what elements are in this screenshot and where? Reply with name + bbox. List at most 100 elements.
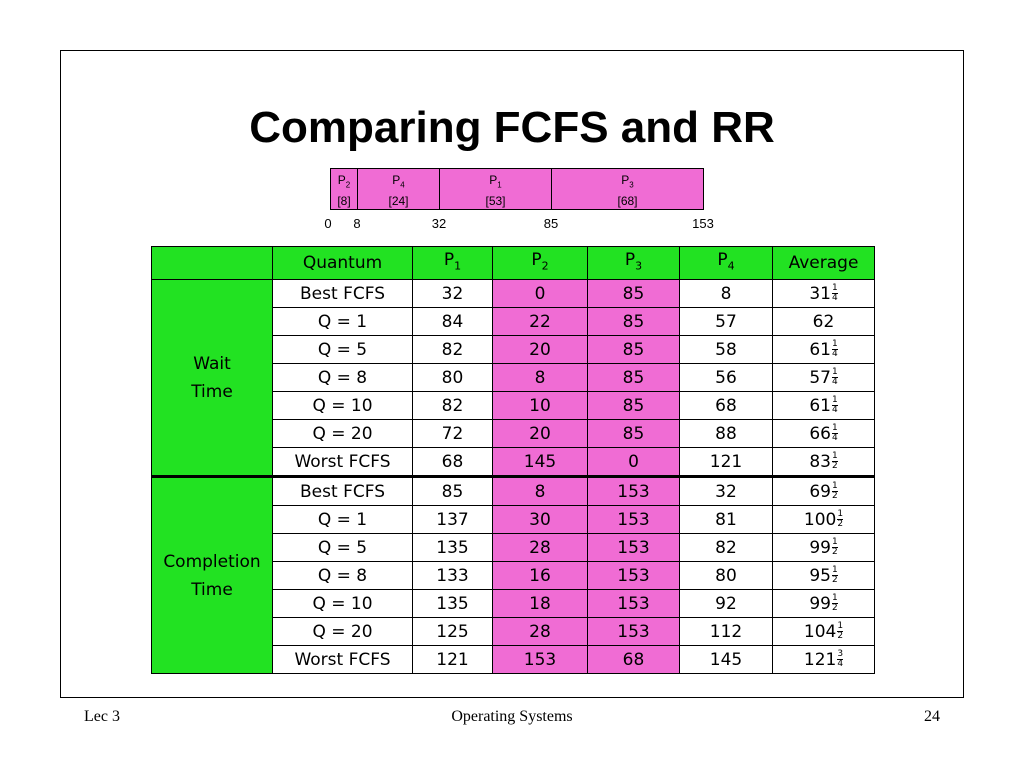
average-cell: 57 1 4: [772, 363, 875, 393]
p3-cell: 68: [587, 645, 680, 675]
average-whole: 95: [809, 565, 831, 586]
average-cell: 31 1 4: [772, 279, 875, 309]
p4-cell: 82: [679, 533, 773, 563]
fraction-numerator: 1: [831, 537, 838, 549]
average-whole: 61: [809, 339, 831, 360]
header-p1: P1: [412, 245, 493, 281]
p4-cell: 81: [679, 505, 773, 535]
average-whole: 57: [809, 367, 831, 388]
p2-cell: 22: [492, 307, 588, 337]
average-whole: 99: [809, 593, 831, 614]
quantum-cell: Worst FCFS: [272, 447, 413, 479]
average-cell: 61 1 4: [772, 335, 875, 365]
p2-cell: 28: [492, 617, 588, 647]
p4-cell: 57: [679, 307, 773, 337]
gantt-tick: 32: [431, 216, 447, 231]
average-whole: 62: [812, 311, 835, 332]
average-cell: 99 1 2: [772, 533, 875, 563]
p1-cell: 68: [412, 447, 493, 479]
p4-cell: 58: [679, 335, 773, 365]
average-whole: 31: [809, 283, 831, 304]
gantt-tick: 8: [353, 216, 361, 231]
fraction-denominator: 4: [831, 349, 838, 360]
p1-cell: 72: [412, 419, 493, 449]
p1-cell: 82: [412, 335, 493, 365]
p4-cell: 88: [679, 419, 773, 449]
gantt-burst: [8]: [337, 194, 351, 209]
table-row: Q = 1 137 30 153 81 100 1 2: [152, 505, 875, 535]
fraction-denominator: 2: [831, 491, 838, 502]
fraction-denominator: 4: [831, 293, 838, 304]
average-whole: 99: [809, 537, 831, 558]
footer-right: 24: [924, 708, 940, 725]
quantum-cell: Best FCFS: [272, 279, 413, 309]
p2-cell: 18: [492, 589, 588, 619]
table-row: Q = 20 72 20 85 88 66 1 4: [152, 419, 875, 449]
average-cell: 83 1 2: [772, 447, 875, 479]
fraction-denominator: 4: [831, 433, 838, 444]
p1-cell: 137: [412, 505, 493, 535]
p4-cell: 80: [679, 561, 773, 591]
p4-cell: 68: [679, 391, 773, 421]
header-p2: P2: [492, 245, 588, 281]
p4-cell: 92: [679, 589, 773, 619]
gantt-segment-p4: P4 [24]: [358, 169, 440, 209]
p1-cell: 135: [412, 589, 493, 619]
table-row: Worst FCFS 121 153 68 145 121 3 4: [152, 645, 875, 675]
footer-center: Operating Systems: [451, 708, 573, 725]
gantt-segment-p3: P3 [68]: [552, 169, 703, 209]
header-p2-sub: 2: [541, 259, 549, 273]
average-cell: 61 1 4: [772, 391, 875, 421]
average-whole: 66: [809, 423, 831, 444]
p2-cell: 30: [492, 505, 588, 535]
table-row: Q = 8 133 16 153 80 95 1 2: [152, 561, 875, 591]
header-p2-label: P: [531, 250, 542, 270]
p2-cell: 145: [492, 447, 588, 479]
header-p1-label: P: [443, 250, 455, 270]
fraction-numerator: 1: [831, 481, 838, 493]
fraction-denominator: 2: [831, 603, 838, 614]
header-p1-sub: 1: [454, 259, 462, 273]
header-p3-sub: 3: [635, 259, 643, 273]
fraction-denominator: 2: [837, 631, 844, 642]
gantt-segment-p2: P2 [8]: [331, 169, 358, 209]
footer-left: Lec 3: [84, 708, 120, 725]
average-cell: 95 1 2: [772, 561, 875, 591]
table-row: Q = 20 125 28 153 112 104 1 2: [152, 617, 875, 647]
gantt-chart: P2 [8] P4 [24] P1 [53] P3 [68]: [330, 168, 704, 210]
gantt-burst: [24]: [388, 194, 409, 209]
header-empty-cell: [151, 245, 273, 281]
p2-cell: 8: [492, 476, 588, 507]
average-whole: 104: [803, 621, 837, 642]
quantum-cell: Q = 10: [272, 589, 413, 619]
comparison-table: Quantum P1 P2 P3 P4 Average Wait Time Best…: [151, 245, 875, 675]
gantt-tick: 153: [692, 216, 714, 231]
p1-cell: 125: [412, 617, 493, 647]
p1-cell: 135: [412, 533, 493, 563]
p1-cell: 80: [412, 363, 493, 393]
quantum-cell: Q = 8: [272, 561, 413, 591]
p3-cell: 0: [587, 447, 680, 479]
p2-cell: 20: [492, 419, 588, 449]
gantt-proc-sub: 3: [629, 180, 634, 190]
p1-cell: 82: [412, 391, 493, 421]
p2-cell: 20: [492, 335, 588, 365]
average-whole: 121: [803, 649, 837, 670]
quantum-cell: Q = 5: [272, 335, 413, 365]
fraction-denominator: 2: [831, 547, 838, 558]
fraction-denominator: 2: [831, 575, 838, 586]
fraction-denominator: 4: [831, 405, 838, 416]
completion-time-label-line1: Completion: [163, 551, 261, 572]
header-p4-label: P: [717, 250, 728, 270]
average-cell: 62: [772, 307, 875, 337]
fraction-numerator: 1: [831, 283, 838, 295]
p4-cell: 32: [679, 476, 773, 507]
fraction-numerator: 1: [837, 509, 844, 521]
quantum-cell: Worst FCFS: [272, 645, 413, 675]
header-p4-sub: 4: [727, 259, 735, 273]
